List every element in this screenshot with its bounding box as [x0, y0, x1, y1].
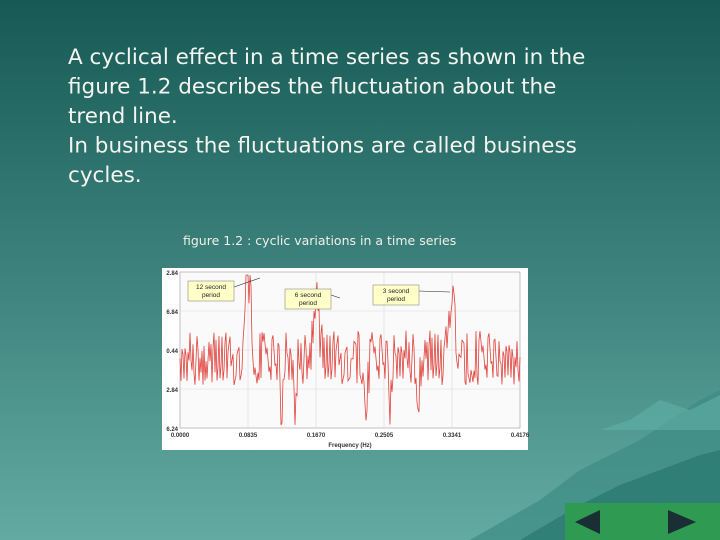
body-text: A cyclical effect in a time series as sh…	[68, 45, 585, 188]
x-tick-label: 0.0835	[239, 433, 258, 439]
annotation-text: 6 second	[295, 292, 322, 299]
prev-button[interactable]	[575, 510, 600, 534]
body-line: figure 1.2 describes the fluctuation abo…	[68, 75, 556, 100]
annotation-box	[372, 284, 420, 306]
y-tick-label: 2.84	[166, 388, 178, 394]
annotation-arrow	[330, 294, 341, 299]
body-line: In business the fluctuations are called …	[68, 134, 577, 159]
figure-caption: figure 1.2 : cyclic variations in a time…	[183, 233, 456, 248]
x-tick-label: 0.4176	[511, 433, 530, 439]
annotation-box	[284, 288, 332, 310]
body-line: cycles.	[68, 163, 142, 188]
annotation-text: period	[202, 292, 220, 299]
annotation-box	[187, 280, 235, 302]
y-tick-label: 2.84	[166, 271, 178, 277]
figure: 0.0000 0.0835 0.1670 0.2505 0.3341 0.4176 2.84…	[162, 268, 530, 450]
annotation-text: period	[299, 300, 317, 307]
x-tick-label: 0.1670	[307, 433, 326, 439]
annotation-text: 3 second	[383, 288, 410, 295]
body-line: trend line.	[68, 104, 178, 129]
x-tick-label: 0.0000	[171, 433, 190, 439]
y-tick-label: 6.84	[166, 310, 178, 316]
next-button[interactable]	[668, 510, 696, 534]
spectrum-trace	[179, 274, 521, 426]
y-tick-label: 0.44	[166, 349, 178, 355]
x-tick-label: 0.2505	[375, 433, 394, 439]
annotation-arrow	[418, 290, 451, 293]
annotation-text: period	[387, 296, 405, 303]
body-line: A cyclical effect in a time series as sh…	[68, 45, 585, 70]
y-tick-label: 6.24	[166, 427, 178, 433]
annotation-arrow	[233, 277, 261, 288]
x-tick-label: 0.3341	[443, 433, 462, 439]
x-axis-label: Frequency (Hz)	[328, 443, 371, 449]
annotation-text: 12 second	[196, 284, 226, 291]
nav-bar	[565, 503, 720, 540]
